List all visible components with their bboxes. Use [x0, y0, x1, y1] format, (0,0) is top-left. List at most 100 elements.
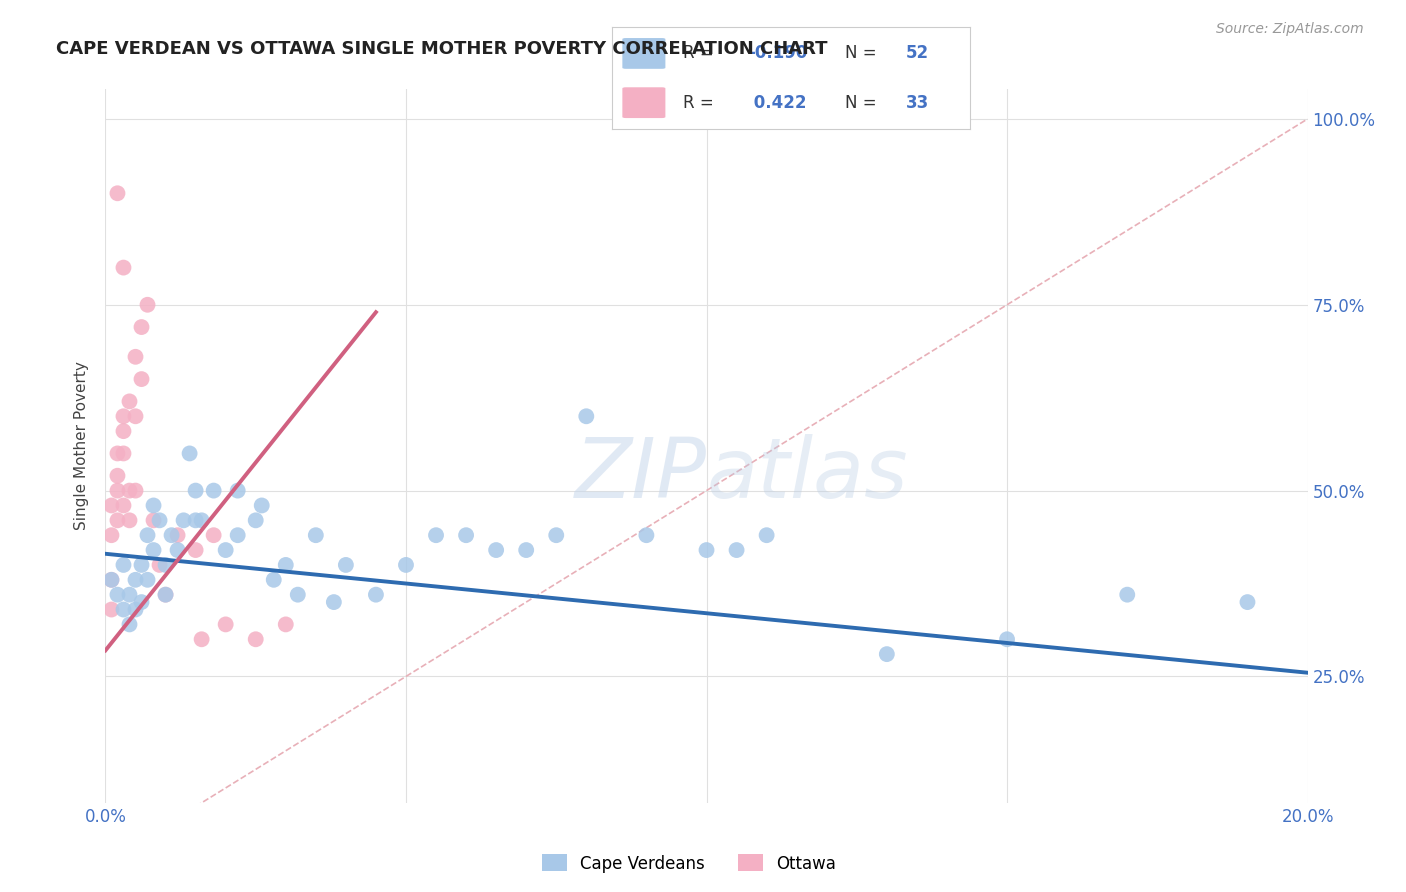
Point: [118, 483, 141, 498]
Point: [124, 573, 146, 587]
Point: [100, 499, 122, 513]
Point: [136, 298, 159, 312]
Text: N =: N =: [845, 94, 882, 112]
Point: [148, 558, 170, 572]
Point: [155, 588, 177, 602]
Point: [112, 409, 135, 424]
FancyBboxPatch shape: [623, 38, 665, 69]
Point: [118, 617, 141, 632]
Point: [100, 573, 122, 587]
Point: [250, 499, 273, 513]
Point: [136, 573, 159, 587]
Point: [696, 543, 718, 558]
FancyBboxPatch shape: [623, 87, 665, 118]
Point: [100, 602, 122, 616]
Point: [245, 632, 267, 647]
Point: [160, 528, 183, 542]
Point: [485, 543, 508, 558]
Point: [546, 528, 568, 542]
Text: atlas: atlas: [707, 434, 908, 515]
Text: 52: 52: [905, 45, 929, 62]
Point: [173, 513, 195, 527]
Point: [226, 528, 249, 542]
Point: [136, 528, 159, 542]
Point: [112, 558, 135, 572]
Point: [131, 595, 153, 609]
Point: [107, 483, 129, 498]
Point: [124, 350, 146, 364]
Point: [118, 394, 141, 409]
Point: [214, 617, 236, 632]
Point: [322, 595, 344, 609]
Point: [107, 588, 129, 602]
Point: [335, 558, 357, 572]
Legend: Cape Verdeans, Ottawa: Cape Verdeans, Ottawa: [534, 847, 844, 880]
Point: [100, 528, 122, 542]
Point: [190, 513, 212, 527]
Point: [636, 528, 658, 542]
Point: [575, 409, 598, 424]
Point: [515, 543, 537, 558]
Text: -0.190: -0.190: [748, 45, 807, 62]
Point: [1236, 595, 1258, 609]
Point: [112, 260, 135, 275]
Text: N =: N =: [845, 45, 882, 62]
Point: [142, 543, 165, 558]
Text: R =: R =: [683, 45, 720, 62]
Point: [184, 483, 207, 498]
Point: [100, 573, 122, 587]
Point: [226, 483, 249, 498]
Point: [118, 588, 141, 602]
Point: [364, 588, 387, 602]
Point: [245, 513, 267, 527]
Point: [112, 499, 135, 513]
Point: [454, 528, 477, 542]
Point: [107, 468, 129, 483]
Text: R =: R =: [683, 94, 720, 112]
Text: 33: 33: [905, 94, 929, 112]
Point: [202, 483, 225, 498]
Text: CAPE VERDEAN VS OTTAWA SINGLE MOTHER POVERTY CORRELATION CHART: CAPE VERDEAN VS OTTAWA SINGLE MOTHER POV…: [56, 40, 828, 58]
Point: [190, 632, 212, 647]
Point: [148, 513, 170, 527]
Point: [184, 513, 207, 527]
Point: [995, 632, 1018, 647]
Text: 0.422: 0.422: [748, 94, 807, 112]
Point: [142, 513, 165, 527]
Point: [425, 528, 447, 542]
Point: [202, 528, 225, 542]
Point: [124, 602, 146, 616]
Point: [118, 513, 141, 527]
Point: [166, 543, 188, 558]
Point: [107, 446, 129, 460]
Point: [124, 483, 146, 498]
Point: [179, 446, 201, 460]
Point: [755, 528, 778, 542]
Point: [305, 528, 328, 542]
Point: [1116, 588, 1139, 602]
Point: [155, 588, 177, 602]
Text: Source: ZipAtlas.com: Source: ZipAtlas.com: [1216, 22, 1364, 37]
Text: ZIP: ZIP: [575, 434, 707, 515]
Y-axis label: Single Mother Poverty: Single Mother Poverty: [75, 361, 90, 531]
Point: [876, 647, 898, 661]
Point: [214, 543, 236, 558]
Point: [107, 186, 129, 201]
Point: [274, 558, 297, 572]
Point: [112, 602, 135, 616]
Point: [155, 558, 177, 572]
Point: [287, 588, 309, 602]
Point: [184, 543, 207, 558]
Point: [274, 617, 297, 632]
Point: [124, 409, 146, 424]
Point: [142, 499, 165, 513]
Point: [107, 513, 129, 527]
Point: [263, 573, 285, 587]
Point: [395, 558, 418, 572]
Point: [112, 424, 135, 438]
Point: [112, 446, 135, 460]
Point: [131, 320, 153, 334]
Point: [131, 558, 153, 572]
Point: [166, 528, 188, 542]
Point: [725, 543, 748, 558]
